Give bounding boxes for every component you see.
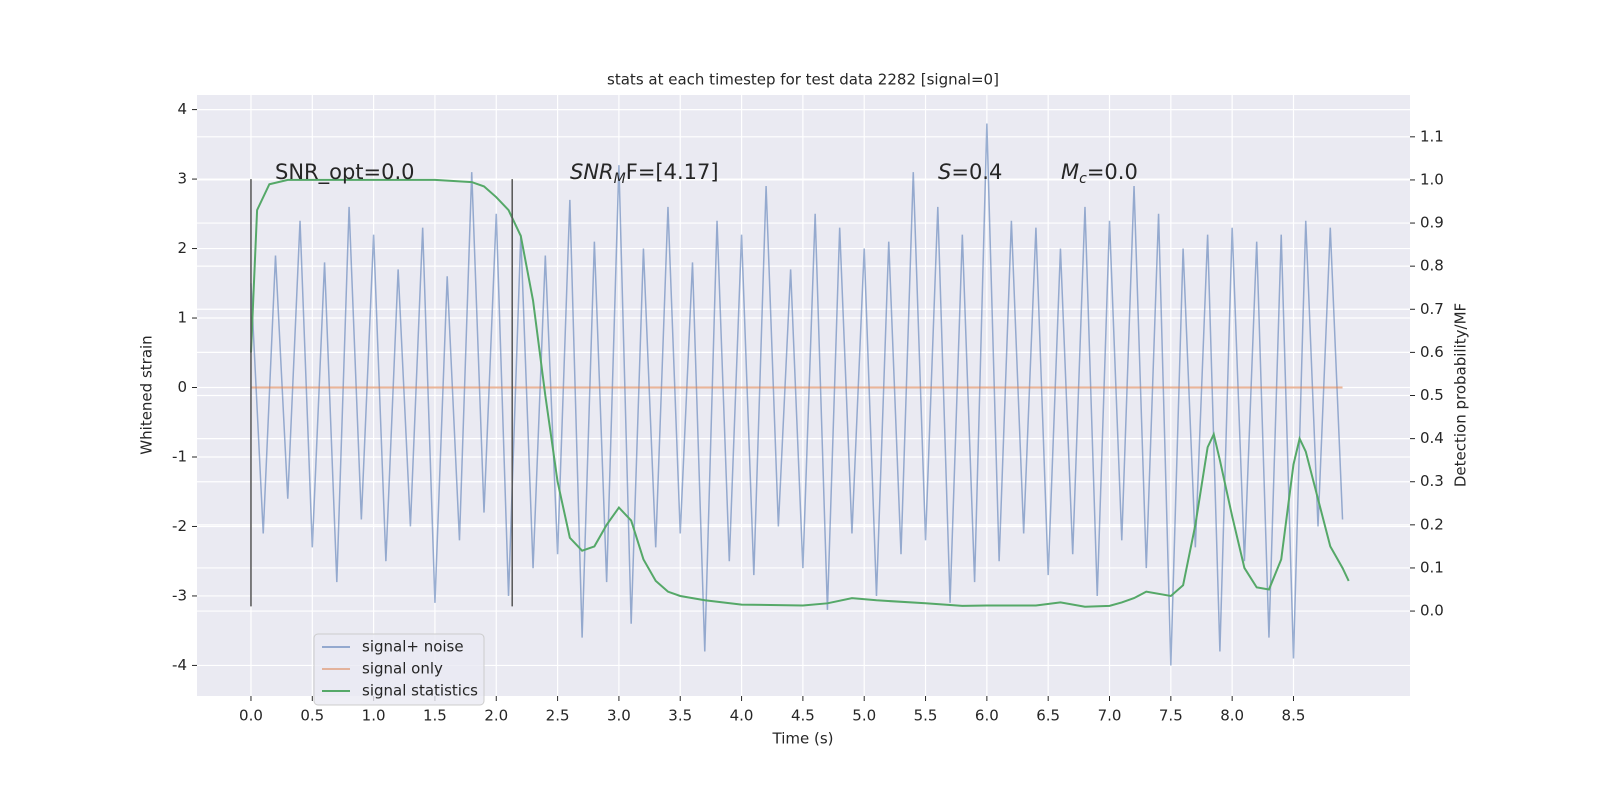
annotation: SNR_opt=0.0 [275, 160, 415, 185]
series-line [249, 178, 1350, 608]
y-axis-label: Whitened strain [138, 335, 156, 454]
y-tick-label: 4 [177, 100, 187, 118]
y2-tick-label: 1.0 [1420, 170, 1444, 188]
y2-tick-label: 0.0 [1420, 602, 1444, 620]
legend-box [313, 633, 485, 706]
y-tick-label: 3 [177, 170, 187, 188]
y-tick-label: 1 [177, 309, 187, 327]
y2-tick-label: 0.2 [1420, 515, 1444, 533]
y2-tick-label: 0.5 [1420, 386, 1444, 404]
y2-tick-label: 0.1 [1420, 558, 1444, 576]
annotation-text: SNR_opt=0.0 [275, 160, 415, 185]
legend-label: signal statistics [362, 682, 478, 700]
x-tick-label: 7.5 [1159, 707, 1183, 725]
x-tick-label: 6.5 [1036, 707, 1060, 725]
y2-tick-label: 0.4 [1420, 429, 1444, 447]
x-tick-label: 8.5 [1282, 707, 1306, 725]
y2-tick-label: 0.9 [1420, 214, 1444, 232]
y-tick-label: -3 [172, 586, 187, 604]
x-tick-label: 5.5 [914, 707, 938, 725]
annotation: SNRMF=[4.17] [570, 160, 719, 187]
x-tick-label: 4.5 [791, 707, 815, 725]
y-tick-label: 0 [177, 378, 187, 396]
legend-label: signal+ noise [362, 638, 464, 656]
x-tick-label: 2.5 [546, 707, 570, 725]
x-axis-label: Time (s) [772, 730, 834, 748]
annotation-text: =0.0 [1087, 160, 1138, 184]
x-tick-label: 1.5 [423, 707, 447, 725]
y2-axis-label: Detection probability/MF [1452, 303, 1470, 487]
annotation-text: F=[4.17] [626, 160, 719, 184]
y2-tick-label: 0.7 [1420, 300, 1444, 318]
y-tick-label: 2 [177, 239, 187, 257]
x-tick-label: 0.0 [239, 707, 263, 725]
y2-tick-label: 0.6 [1420, 343, 1444, 361]
annotation: Mc=0.0 [1061, 160, 1138, 187]
x-tick-label: 3.0 [607, 707, 631, 725]
annotation-italic: M [1061, 160, 1079, 184]
x-tick-label: 4.0 [730, 707, 754, 725]
x-tick-label: 1.0 [362, 707, 386, 725]
x-tick-label: 7.0 [1098, 707, 1122, 725]
annotation-italic: S [938, 160, 951, 184]
x-tick-label: 6.0 [975, 707, 999, 725]
annotation-subscript: M [614, 171, 626, 187]
legend-label: signal only [362, 660, 443, 678]
y2-tick-label: 0.3 [1420, 472, 1444, 490]
annotation-subscript: c [1079, 171, 1087, 187]
chart-title: stats at each timestep for test data 228… [607, 71, 999, 89]
x-tick-label: 8.0 [1220, 707, 1244, 725]
x-tick-label: 0.5 [300, 707, 324, 725]
series-line [250, 123, 1344, 666]
annotation: S=0.4 [938, 160, 1002, 184]
y-tick-label: -1 [172, 447, 187, 465]
x-tick-label: 2.0 [484, 707, 508, 725]
x-tick-label: 3.5 [668, 707, 692, 725]
x-tick-label: 5.0 [852, 707, 876, 725]
y-tick-label: -4 [172, 656, 187, 674]
y-tick-label: -2 [172, 517, 187, 535]
y2-tick-label: 0.8 [1420, 257, 1444, 275]
annotation-italic: SNR [570, 160, 614, 184]
y2-tick-label: 1.1 [1420, 127, 1444, 145]
annotation-text: =0.4 [951, 160, 1002, 184]
